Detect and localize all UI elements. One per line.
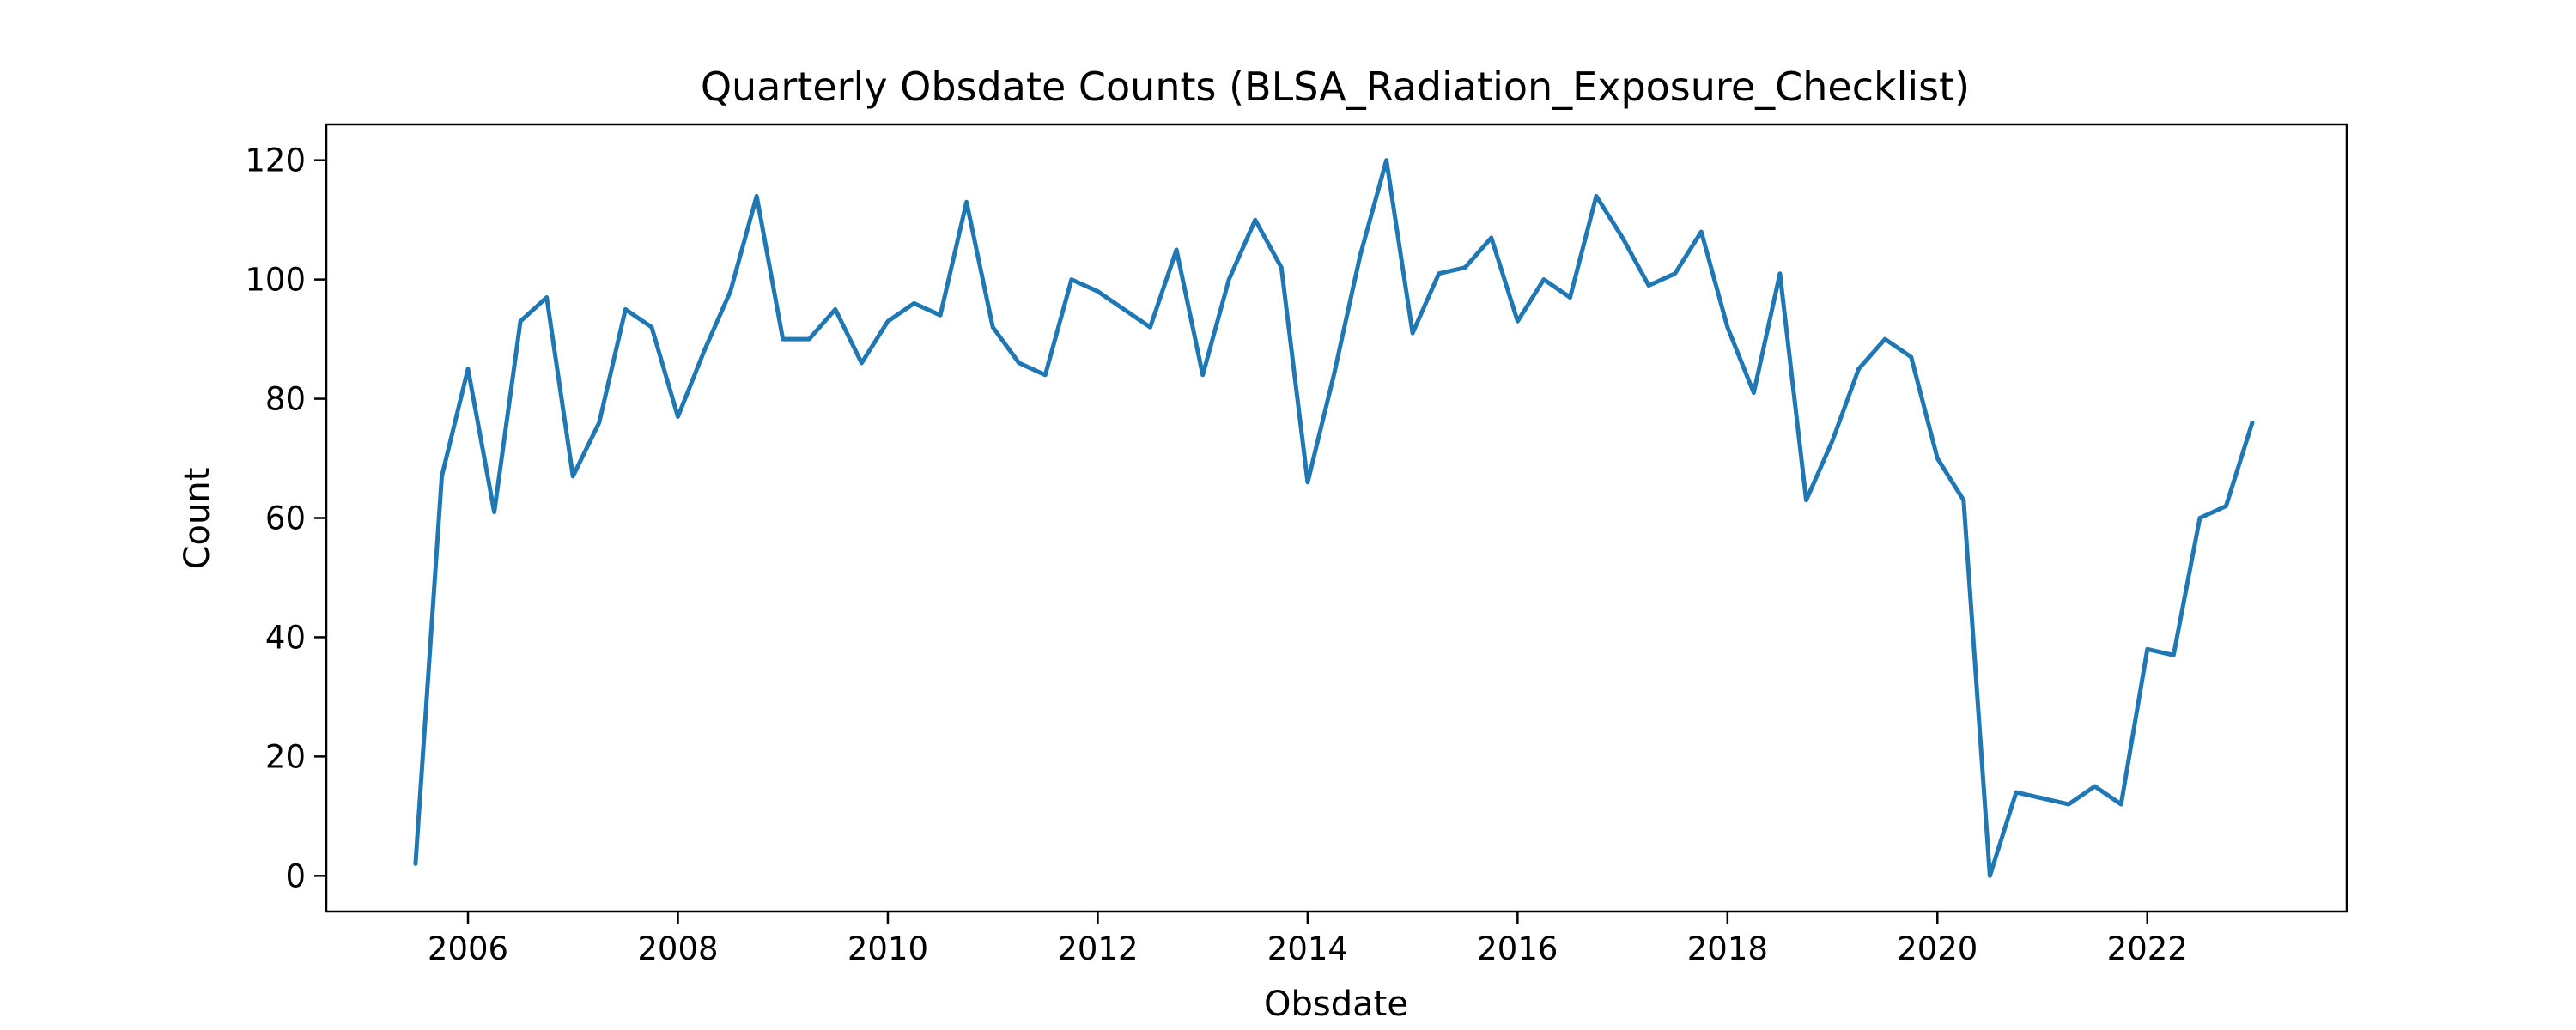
x-tick-label: 2022 [2107,930,2188,967]
y-axis-label: Count [178,468,217,570]
x-tick-label: 2020 [1897,930,1978,967]
x-tick-label: 2016 [1477,930,1558,967]
y-tick-label: 20 [265,738,306,775]
y-axis: 0 20 40 60 80 100 120 [245,142,326,894]
x-tick-label: 2018 [1687,930,1768,967]
x-tick-label: 2012 [1057,930,1138,967]
y-tick-label: 40 [265,619,306,656]
x-axis: 2006 2008 2010 2012 2014 2016 2018 2020 2022 [428,912,2188,967]
y-tick-label: 120 [245,142,306,179]
x-axis-label: Obsdate [1264,985,1408,1024]
x-tick-label: 2008 [637,930,718,967]
y-tick-label: 100 [245,262,306,299]
y-tick-label: 60 [265,500,306,537]
x-tick-label: 2006 [428,930,508,967]
series-line [413,158,2255,878]
y-tick-label: 80 [265,381,306,418]
plot-frame [325,123,2348,913]
y-tick-label: 0 [285,857,306,894]
chart-title: Quarterly Obsdate Counts (BLSA_Radiation… [701,64,1970,110]
x-tick-label: 2014 [1267,930,1348,967]
plot-area [325,123,2348,913]
x-tick-label: 2010 [848,930,928,967]
